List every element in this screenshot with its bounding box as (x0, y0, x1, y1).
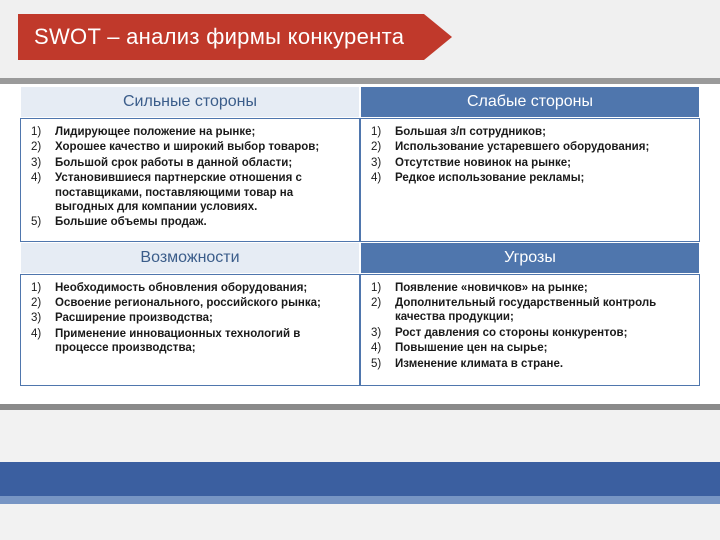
swot-table: Сильные стороны Слабые стороны Лидирующе… (20, 86, 700, 386)
list-item: Дополнительный государственный контроль … (371, 296, 691, 325)
list-item: Хорошее качество и широкий выбор товаров… (31, 140, 351, 154)
list-item: Рост давления со стороны конкурентов; (371, 326, 691, 340)
slide-title: SWOT – анализ фирмы конкурента (18, 14, 424, 60)
cell-weaknesses: Большая з/п сотрудников;Использование ус… (360, 118, 700, 242)
list-threats: Появление «новичков» на рынке;Дополнител… (371, 281, 691, 371)
list-item: Большие объемы продаж. (31, 215, 351, 229)
bg-band (0, 496, 720, 504)
cell-opportunities: Необходимость обновления оборудования;Ос… (20, 274, 360, 386)
header-opportunities: Возможности (20, 242, 360, 274)
swot-content-row-1: Лидирующее положение на рынке;Хорошее ка… (20, 118, 700, 242)
list-item: Отсутствие новинок на рынке; (371, 156, 691, 170)
swot-header-row-1: Сильные стороны Слабые стороны (20, 86, 700, 118)
list-strengths: Лидирующее положение на рынке;Хорошее ка… (31, 125, 351, 230)
list-item: Использование устаревшего оборудования; (371, 140, 691, 154)
list-item: Установившиеся партнерские отношения с п… (31, 171, 351, 214)
list-item: Большая з/п сотрудников; (371, 125, 691, 139)
cell-threats: Появление «новичков» на рынке;Дополнител… (360, 274, 700, 386)
cell-strengths: Лидирующее положение на рынке;Хорошее ка… (20, 118, 360, 242)
title-banner: SWOT – анализ фирмы конкурента (18, 14, 452, 60)
list-item: Расширение производства; (31, 311, 351, 325)
list-item: Освоение регионального, российского рынк… (31, 296, 351, 310)
list-item: Применение инновационных технологий в пр… (31, 327, 351, 356)
title-arrow-icon (424, 14, 452, 60)
bg-band (0, 504, 720, 540)
swot-header-row-2: Возможности Угрозы (20, 242, 700, 274)
slide: SWOT – анализ фирмы конкурента Сильные с… (0, 0, 720, 540)
list-item: Изменение климата в стране. (371, 357, 691, 371)
list-weaknesses: Большая з/п сотрудников;Использование ус… (371, 125, 691, 186)
list-item: Редкое использование рекламы; (371, 171, 691, 185)
swot-content-row-2: Необходимость обновления оборудования;Ос… (20, 274, 700, 386)
list-item: Появление «новичков» на рынке; (371, 281, 691, 295)
list-item: Необходимость обновления оборудования; (31, 281, 351, 295)
header-weaknesses: Слабые стороны (360, 86, 700, 118)
list-opportunities: Необходимость обновления оборудования;Ос… (31, 281, 351, 356)
list-item: Повышение цен на сырье; (371, 341, 691, 355)
list-item: Лидирующее положение на рынке; (31, 125, 351, 139)
bg-band (0, 462, 720, 496)
header-strengths: Сильные стороны (20, 86, 360, 118)
list-item: Большой срок работы в данной области; (31, 156, 351, 170)
bg-band (0, 404, 720, 410)
header-threats: Угрозы (360, 242, 700, 274)
